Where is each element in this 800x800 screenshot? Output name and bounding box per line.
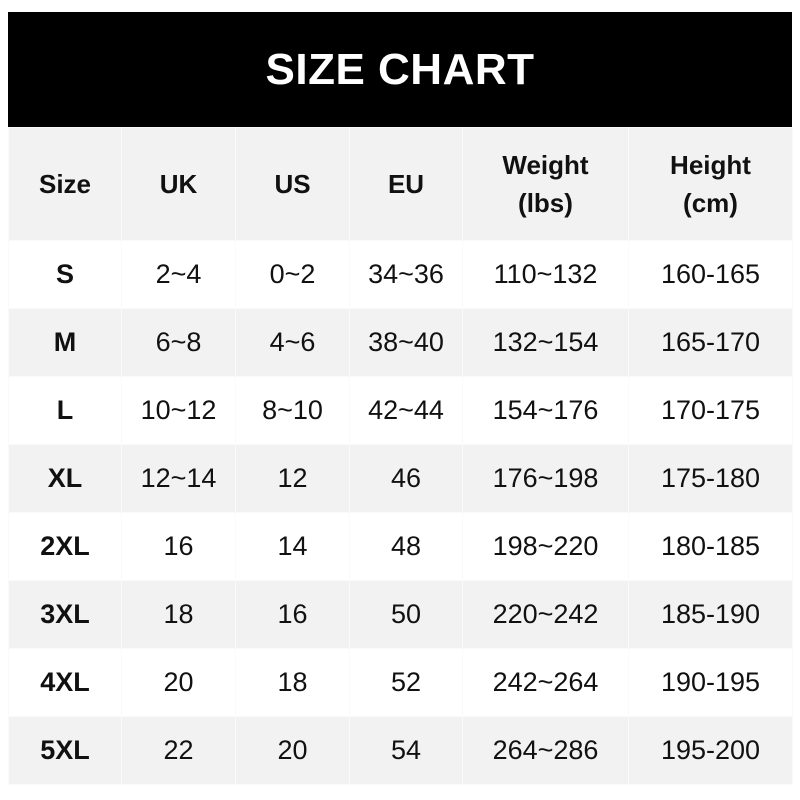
cell-weight: 132~154 [462, 308, 629, 377]
column-header-label: UK [159, 169, 198, 199]
cell-eu: 52 [349, 648, 463, 717]
cell-us: 12 [235, 444, 350, 513]
cell-weight: 176~198 [462, 444, 629, 513]
column-header-unit: (cm) [683, 188, 738, 218]
table-row: L 10~12 8~10 42~44 154~176 170-175 [8, 376, 793, 445]
cell-us: 18 [235, 648, 350, 717]
cell-size: XL [8, 444, 122, 513]
cell-eu: 42~44 [349, 376, 463, 445]
cell-uk: 6~8 [121, 308, 236, 377]
cell-weight: 154~176 [462, 376, 629, 445]
column-header-label: EU [387, 169, 425, 199]
table-row: S 2~4 0~2 34~36 110~132 160-165 [8, 240, 793, 309]
cell-height: 185-190 [628, 580, 793, 649]
cell-size: M [8, 308, 122, 377]
cell-us: 16 [235, 580, 350, 649]
column-header-label: Size [38, 169, 92, 199]
cell-uk: 10~12 [121, 376, 236, 445]
table-row: 4XL 20 18 52 242~264 190-195 [8, 648, 793, 717]
cell-size: 2XL [8, 512, 122, 581]
cell-weight: 198~220 [462, 512, 629, 581]
column-header-label: Height [670, 150, 751, 180]
cell-weight: 242~264 [462, 648, 629, 717]
cell-height: 175-180 [628, 444, 793, 513]
cell-size: S [8, 240, 122, 309]
cell-eu: 38~40 [349, 308, 463, 377]
cell-height: 170-175 [628, 376, 793, 445]
size-table: Size UK US EU Weight (lbs) Height (cm) S 2~4 0~2 3… [8, 127, 793, 785]
table-row: M 6~8 4~6 38~40 132~154 165-170 [8, 308, 793, 377]
table-row: 5XL 22 20 54 264~286 195-200 [8, 716, 793, 785]
cell-size: L [8, 376, 122, 445]
cell-eu: 46 [349, 444, 463, 513]
cell-us: 20 [235, 716, 350, 785]
size-chart-title: SIZE CHART [8, 12, 792, 127]
cell-us: 0~2 [235, 240, 350, 309]
column-header-weight: Weight (lbs) [462, 127, 629, 241]
cell-uk: 20 [121, 648, 236, 717]
cell-eu: 54 [349, 716, 463, 785]
cell-height: 190-195 [628, 648, 793, 717]
cell-us: 4~6 [235, 308, 350, 377]
cell-height: 180-185 [628, 512, 793, 581]
cell-eu: 48 [349, 512, 463, 581]
cell-us: 8~10 [235, 376, 350, 445]
cell-eu: 34~36 [349, 240, 463, 309]
cell-height: 195-200 [628, 716, 793, 785]
column-header-height: Height (cm) [628, 127, 793, 241]
cell-size: 3XL [8, 580, 122, 649]
column-header-unit: (lbs) [518, 188, 573, 218]
column-header-label: US [274, 169, 311, 199]
cell-uk: 18 [121, 580, 236, 649]
cell-uk: 12~14 [121, 444, 236, 513]
table-row: 3XL 18 16 50 220~242 185-190 [8, 580, 793, 649]
cell-weight: 220~242 [462, 580, 629, 649]
header-row: Size UK US EU Weight (lbs) Height (cm) [8, 127, 793, 241]
column-header-us: US [235, 127, 350, 241]
cell-height: 165-170 [628, 308, 793, 377]
cell-weight: 110~132 [462, 240, 629, 309]
cell-weight: 264~286 [462, 716, 629, 785]
cell-us: 14 [235, 512, 350, 581]
cell-eu: 50 [349, 580, 463, 649]
cell-size: 4XL [8, 648, 122, 717]
cell-uk: 22 [121, 716, 236, 785]
column-header-label: Weight [502, 150, 589, 180]
table-row: XL 12~14 12 46 176~198 175-180 [8, 444, 793, 513]
column-header-uk: UK [121, 127, 236, 241]
table-row: 2XL 16 14 48 198~220 180-185 [8, 512, 793, 581]
cell-size: 5XL [8, 716, 122, 785]
column-header-eu: EU [349, 127, 463, 241]
column-header-size: Size [8, 127, 122, 241]
cell-uk: 16 [121, 512, 236, 581]
cell-uk: 2~4 [121, 240, 236, 309]
cell-height: 160-165 [628, 240, 793, 309]
